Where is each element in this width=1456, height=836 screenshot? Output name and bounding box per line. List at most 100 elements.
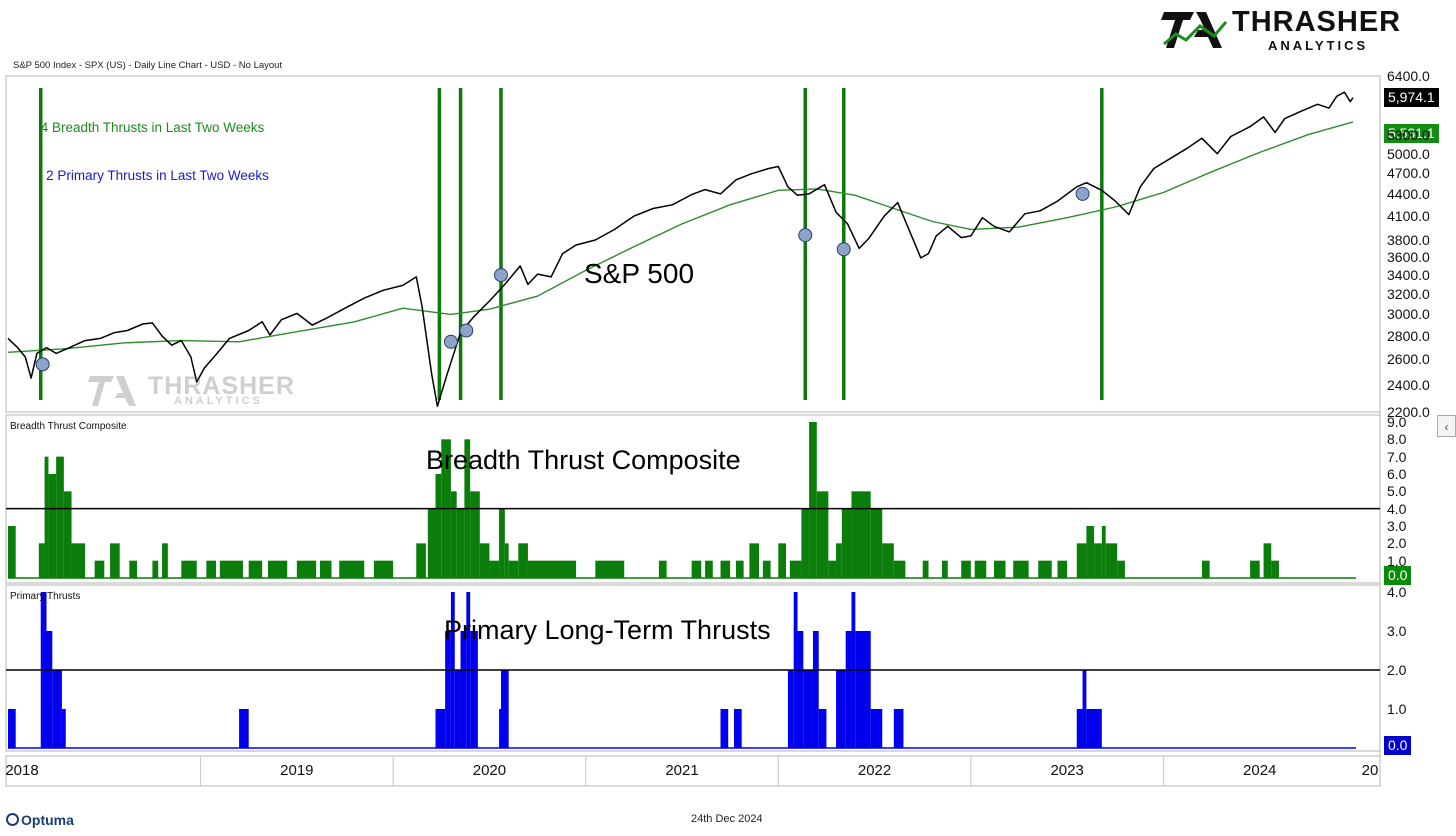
breadth-bar: [450, 491, 457, 578]
primary-thrust-marker: [35, 357, 50, 372]
logo-word: THRASHER: [1232, 6, 1402, 38]
breadth-bar: [1094, 543, 1102, 578]
breadth-bar: [1117, 560, 1125, 578]
x-tick-label: 2019: [280, 762, 314, 779]
primary-bar: [818, 709, 827, 748]
primary-bar: [435, 709, 446, 748]
breadth-bar: [762, 560, 771, 578]
primary-thrust-annotation: 2 Primary Thrusts in Last Two Weeks: [46, 168, 269, 183]
watermark-sub: ANALYTICS: [174, 395, 263, 407]
primary-bar: [870, 709, 883, 748]
primary-bar: [845, 631, 852, 748]
breadth-bar: [851, 491, 871, 578]
breadth-bar: [206, 560, 216, 578]
breadth-bar: [71, 543, 86, 578]
breadth-bar: [110, 543, 120, 578]
breadth-bar: [1263, 543, 1272, 578]
breadth-bar: [94, 560, 105, 578]
primary-bar: [733, 709, 742, 748]
breadth-bar: [882, 543, 894, 578]
breadth-y-tick: 6.0: [1387, 466, 1407, 482]
breadth-bar: [48, 474, 57, 578]
price-y-tick: 3800.0: [1387, 232, 1430, 249]
primary-bar: [1086, 709, 1102, 748]
optuma-brand: Optuma: [6, 812, 74, 828]
breadth-bar: [129, 560, 138, 578]
primary-bar: [787, 670, 794, 748]
primary-y-tick: 4.0: [1387, 584, 1407, 600]
breadth-bar: [809, 422, 817, 578]
primary-bar: [893, 709, 904, 748]
breadth-bar: [296, 560, 317, 578]
thrasher-logo-mark-icon: [1161, 12, 1228, 48]
breadth-bar: [993, 560, 1006, 578]
breadth-bar: [508, 560, 519, 578]
primary-bar: [460, 631, 467, 748]
price-y-tick: 4700.0: [1387, 165, 1430, 182]
last-price-badge: 5,974.1: [1384, 87, 1439, 107]
moving-average-badge: 5,531.1: [1384, 123, 1439, 143]
breadth-bar: [1250, 560, 1260, 578]
thrasher-logo: THRASHER ANALYTICS: [1160, 4, 1410, 54]
primary-bar: [46, 631, 53, 748]
breadth-y-tick: 5.0: [1387, 483, 1407, 500]
moving-average-line: [7, 121, 1354, 353]
price-y-tick: 5000.0: [1387, 145, 1430, 162]
breadth-panel-label: Breadth Thrust Composite: [10, 421, 127, 432]
breadth-bar: [1086, 526, 1095, 578]
primary-bar: [454, 670, 461, 748]
primary-bar: [470, 631, 478, 748]
breadth-bar: [219, 560, 243, 578]
breadth-bar: [416, 543, 426, 578]
breadth-bar: [248, 560, 263, 578]
breadth-bar: [816, 491, 829, 578]
breadth-bar: [479, 543, 490, 578]
chevron-left-icon[interactable]: ‹: [1437, 415, 1456, 437]
breadth-bar: [789, 560, 802, 578]
watermark: THRASHER ANALYTICS: [88, 372, 294, 413]
price-y-tick: 2400.0: [1387, 376, 1430, 393]
primary-thrust-marker: [1075, 186, 1090, 201]
price-y-tick: 5300.0: [1387, 127, 1430, 144]
primary-bar: [445, 631, 451, 748]
primary-bar: [52, 670, 62, 748]
breadth-bar: [720, 560, 731, 578]
breadth-bar: [44, 456, 49, 578]
breadth-bar: [339, 560, 365, 578]
breadth-bar: [489, 560, 500, 578]
primary-bar: [720, 709, 729, 748]
primary-bar: [499, 709, 501, 748]
breadth-bar: [961, 560, 971, 578]
x-tick-label: 2021: [665, 762, 699, 779]
primary-panel-label: Primary Thrusts: [10, 591, 81, 602]
x-tick-label: 2024: [1243, 762, 1277, 779]
price-y-tick: 4400.0: [1387, 185, 1430, 202]
primary-bar: [855, 631, 871, 748]
breadth-bar: [181, 560, 197, 578]
primary-bar: [500, 670, 509, 748]
primary-y-tick: 3.0: [1387, 623, 1407, 639]
breadth-bar: [319, 560, 332, 578]
breadth-bar: [56, 456, 64, 578]
x-axis: [200, 756, 1164, 786]
primary-bar: [61, 709, 66, 748]
breadth-bar: [1076, 543, 1087, 578]
breadth-bar: [1271, 560, 1279, 578]
primary-bar: [812, 631, 819, 748]
breadth-bar: [974, 560, 987, 578]
breadth-bar: [1101, 526, 1106, 578]
primary-panel-title: Primary Long-Term Thrusts: [444, 615, 771, 645]
price-y-tick: 3600.0: [1387, 249, 1430, 266]
primary-thrust-marker: [443, 334, 458, 349]
breadth-bar: [801, 508, 810, 578]
price-y-tick: 6400.0: [1387, 68, 1430, 84]
breadth-bar: [828, 560, 837, 578]
chart-subtitle: S&P 500 Index - SPX (US) - Daily Line Ch…: [13, 60, 283, 71]
breadth-bar: [427, 508, 436, 578]
primary-bar: [1082, 670, 1087, 748]
breadth-bar: [504, 543, 509, 578]
breadth-bars: [6, 422, 1380, 579]
primary-bar: [836, 670, 846, 748]
breadth-bar: [595, 560, 625, 578]
price-y-tick: 3200.0: [1387, 286, 1430, 303]
